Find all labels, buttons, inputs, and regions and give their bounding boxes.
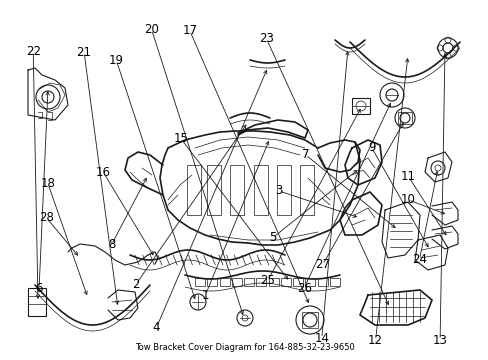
Text: 11: 11 — [400, 170, 415, 183]
Bar — [317, 278, 327, 286]
Bar — [206, 165, 221, 215]
Text: 3: 3 — [274, 184, 282, 197]
Text: 25: 25 — [260, 274, 275, 287]
Text: 27: 27 — [315, 258, 329, 271]
Text: 9: 9 — [367, 141, 375, 154]
Text: 4: 4 — [152, 321, 160, 334]
Bar — [229, 165, 244, 215]
Text: 21: 21 — [77, 46, 91, 59]
Bar — [329, 278, 339, 286]
Text: 24: 24 — [411, 253, 426, 266]
Text: 6: 6 — [35, 282, 43, 294]
Text: 17: 17 — [182, 24, 197, 37]
Text: 7: 7 — [301, 148, 309, 161]
Bar — [299, 165, 313, 215]
Bar — [186, 165, 201, 215]
Bar — [207, 278, 217, 286]
Text: 28: 28 — [39, 211, 54, 224]
Text: 22: 22 — [26, 45, 41, 58]
Bar — [293, 278, 303, 286]
Text: 10: 10 — [400, 193, 415, 206]
Text: 12: 12 — [367, 334, 382, 347]
Bar — [276, 165, 290, 215]
Bar — [351, 98, 369, 114]
Text: 16: 16 — [96, 166, 111, 179]
Text: 18: 18 — [41, 177, 55, 190]
Bar — [195, 278, 204, 286]
Bar — [397, 112, 411, 124]
Bar — [302, 312, 317, 328]
Text: 5: 5 — [268, 231, 276, 244]
Bar — [28, 288, 46, 316]
Text: 26: 26 — [296, 282, 311, 294]
Bar — [253, 165, 267, 215]
Text: 19: 19 — [109, 54, 123, 67]
Text: 13: 13 — [432, 334, 447, 347]
Text: 14: 14 — [314, 332, 328, 345]
Text: 8: 8 — [107, 238, 115, 251]
Text: 23: 23 — [259, 32, 273, 45]
Bar — [305, 278, 315, 286]
Bar — [231, 278, 242, 286]
Bar — [244, 278, 254, 286]
Text: 15: 15 — [173, 132, 188, 145]
Text: 2: 2 — [132, 278, 140, 291]
Text: 20: 20 — [144, 23, 159, 36]
Text: Tow Bracket Cover Diagram for 164-885-32-23-9650: Tow Bracket Cover Diagram for 164-885-32… — [134, 343, 354, 352]
Bar — [219, 278, 229, 286]
Bar — [256, 278, 266, 286]
Bar — [268, 278, 278, 286]
Text: 1: 1 — [201, 289, 209, 302]
Bar — [280, 278, 290, 286]
